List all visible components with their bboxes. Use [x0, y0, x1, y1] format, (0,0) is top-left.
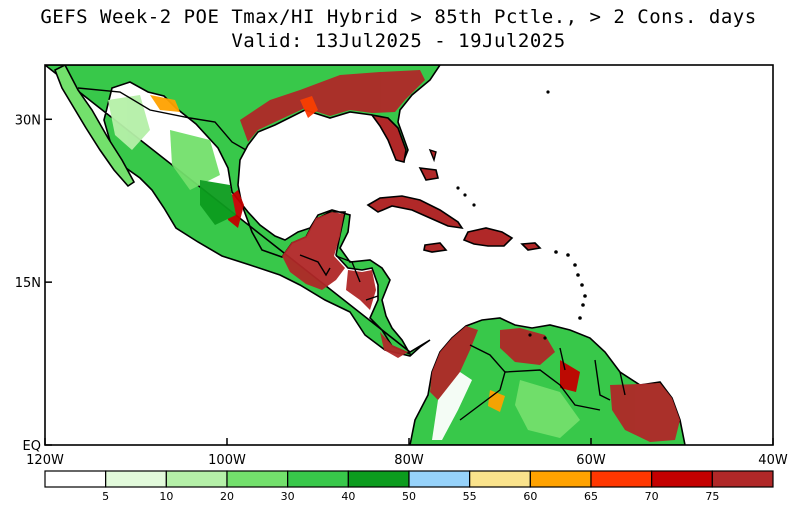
- colorbar-label: 70: [645, 490, 659, 503]
- country-borders: [77, 87, 626, 421]
- colorbar-label: 65: [584, 490, 598, 503]
- caribbean-islands: [366, 148, 542, 253]
- map-title: GEFS Week-2 POE Tmax/HI Hybrid > 85th Pc…: [40, 6, 757, 28]
- lon-tick-label: 40W: [758, 453, 788, 468]
- longitude-axis: 120W 100W 80W 60W 40W: [26, 438, 788, 468]
- colorbar: 5 10 20 30 40 50 55 60 65 70 75: [44, 470, 774, 503]
- colorbar-label: 5: [102, 490, 109, 503]
- colorbar-label: 60: [523, 490, 537, 503]
- colorbar-label: 20: [220, 490, 234, 503]
- colorbar-swatch: [711, 470, 774, 488]
- colorbar-swatch: [44, 470, 107, 488]
- heat-regions-south: [430, 326, 680, 442]
- lat-tick-label: 30N: [15, 113, 41, 128]
- lon-tick-label: 60W: [576, 453, 606, 468]
- colorbar-swatch: [226, 470, 289, 488]
- colorbar-swatch: [469, 470, 531, 488]
- colorbar-label: 55: [463, 490, 477, 503]
- colorbar-swatch: [590, 470, 653, 488]
- colorbar-label: 40: [341, 490, 355, 503]
- lat-tick-label: EQ: [23, 439, 41, 454]
- lon-tick-label: 120W: [26, 453, 64, 468]
- map-plot-area: [45, 65, 686, 445]
- colorbar-swatch: [347, 470, 410, 488]
- lesser-antilles: [456, 90, 587, 340]
- lon-tick-label: 80W: [394, 453, 424, 468]
- lon-tick-label: 100W: [208, 453, 246, 468]
- colorbar-swatch: [651, 470, 713, 488]
- map-valid-dates: Valid: 13Jul2025 - 19Jul2025: [231, 30, 566, 52]
- colorbar-label: 50: [402, 490, 416, 503]
- colorbar-label: 10: [159, 490, 173, 503]
- colorbar-label: 75: [705, 490, 719, 503]
- colorbar-swatch: [165, 470, 228, 488]
- colorbar-swatch: [529, 470, 592, 488]
- lat-tick-label: 15N: [15, 276, 41, 291]
- colorbar-swatch: [408, 470, 471, 488]
- colorbar-swatch: [105, 470, 167, 488]
- latitude-axis: EQ 15N 30N: [15, 113, 52, 454]
- colorbar-swatch: [287, 470, 349, 488]
- colorbar-label: 30: [281, 490, 295, 503]
